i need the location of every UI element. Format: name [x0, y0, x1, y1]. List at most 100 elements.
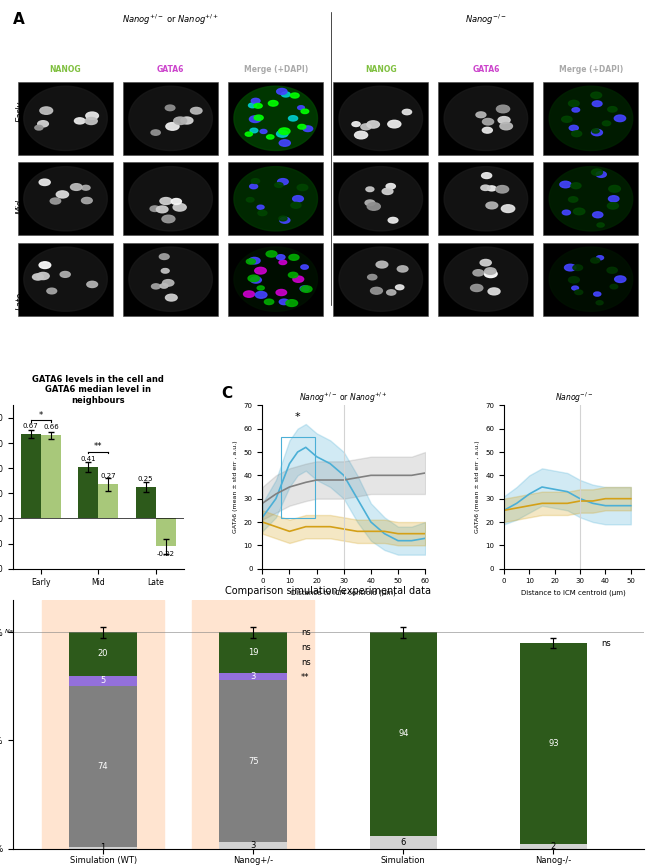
Circle shape — [162, 216, 175, 223]
Polygon shape — [444, 247, 528, 312]
Text: **: ** — [94, 443, 103, 451]
Circle shape — [497, 105, 510, 113]
Circle shape — [150, 206, 160, 211]
Text: $\it{Nanog}$$^{-/-}$: $\it{Nanog}$$^{-/-}$ — [465, 12, 506, 27]
Circle shape — [352, 122, 360, 126]
Text: 3: 3 — [250, 841, 256, 850]
Circle shape — [280, 299, 289, 305]
Circle shape — [476, 112, 486, 118]
Circle shape — [388, 217, 398, 223]
Text: Late: Late — [16, 292, 25, 310]
Circle shape — [257, 205, 264, 210]
Circle shape — [608, 107, 617, 112]
Bar — [543, 81, 638, 155]
Circle shape — [575, 290, 582, 294]
Circle shape — [266, 251, 277, 257]
Circle shape — [173, 204, 186, 211]
Circle shape — [244, 291, 255, 297]
Circle shape — [86, 112, 98, 120]
Circle shape — [397, 266, 408, 272]
Circle shape — [181, 117, 193, 124]
Bar — [438, 242, 534, 316]
Text: 0.25: 0.25 — [138, 476, 153, 482]
Circle shape — [57, 191, 68, 198]
Circle shape — [607, 203, 618, 209]
Circle shape — [276, 131, 288, 137]
Circle shape — [593, 292, 601, 296]
Circle shape — [591, 258, 600, 263]
Bar — [123, 162, 218, 236]
Circle shape — [572, 286, 578, 290]
Polygon shape — [339, 166, 422, 231]
Bar — [136, 487, 156, 519]
Polygon shape — [24, 166, 107, 231]
Circle shape — [291, 203, 301, 208]
Text: ns: ns — [601, 638, 611, 648]
Y-axis label: GATA6 (mean ± std err , a.u.): GATA6 (mean ± std err , a.u.) — [474, 441, 480, 533]
Text: *: * — [295, 411, 300, 422]
Circle shape — [38, 120, 48, 127]
Circle shape — [250, 116, 261, 122]
Circle shape — [276, 255, 285, 260]
Circle shape — [471, 284, 483, 292]
Circle shape — [488, 186, 496, 191]
Legend: $\it{Nanog}$$^{+/-}$ or $\it{Nanog}$$^{+/+}$, $\it{Nanog}$$^{-/-}$: $\it{Nanog}$$^{+/-}$ or $\it{Nanog}$$^{+… — [0, 624, 135, 639]
Circle shape — [361, 124, 371, 130]
Circle shape — [597, 255, 604, 260]
Circle shape — [275, 183, 283, 187]
Circle shape — [160, 197, 172, 204]
Circle shape — [292, 196, 304, 202]
Bar — [543, 162, 638, 236]
Circle shape — [592, 169, 603, 176]
Circle shape — [278, 178, 288, 184]
Title: GATA6 levels in the cell and
GATA6 median level in
neighbours: GATA6 levels in the cell and GATA6 media… — [32, 375, 164, 404]
Circle shape — [266, 135, 274, 139]
Circle shape — [157, 206, 168, 213]
Circle shape — [484, 270, 497, 277]
Circle shape — [485, 268, 496, 275]
Circle shape — [615, 276, 626, 282]
Bar — [18, 81, 113, 155]
Text: GATA6: GATA6 — [472, 66, 500, 74]
Bar — [333, 162, 428, 236]
X-axis label: Distance to ICM centroid (μm): Distance to ICM centroid (μm) — [521, 590, 626, 597]
Circle shape — [569, 197, 578, 202]
Circle shape — [257, 286, 265, 290]
Bar — [70, 632, 137, 675]
Circle shape — [387, 290, 396, 295]
Polygon shape — [234, 166, 317, 231]
Circle shape — [354, 132, 368, 139]
Circle shape — [301, 109, 309, 113]
Circle shape — [260, 129, 267, 133]
Circle shape — [85, 118, 98, 125]
Circle shape — [596, 171, 606, 178]
Circle shape — [571, 183, 581, 189]
Text: ns: ns — [301, 628, 311, 637]
Text: **: ** — [301, 673, 310, 682]
Circle shape — [608, 196, 619, 202]
Circle shape — [573, 208, 585, 215]
Circle shape — [293, 276, 304, 282]
Circle shape — [367, 121, 380, 128]
Circle shape — [569, 277, 579, 283]
Bar — [220, 843, 287, 849]
Bar — [192, 600, 314, 849]
Circle shape — [246, 259, 255, 264]
Polygon shape — [339, 86, 422, 151]
Circle shape — [250, 184, 257, 189]
Circle shape — [368, 275, 377, 280]
Circle shape — [289, 116, 298, 121]
Bar — [70, 847, 137, 849]
Circle shape — [279, 216, 287, 221]
Circle shape — [60, 271, 70, 277]
Circle shape — [592, 100, 602, 107]
Circle shape — [265, 299, 274, 305]
Circle shape — [39, 262, 51, 268]
Circle shape — [161, 268, 169, 273]
Circle shape — [252, 99, 260, 103]
Circle shape — [482, 119, 493, 125]
Circle shape — [592, 129, 599, 133]
Circle shape — [564, 264, 576, 271]
Text: 0.67: 0.67 — [23, 423, 39, 430]
Circle shape — [481, 185, 490, 191]
